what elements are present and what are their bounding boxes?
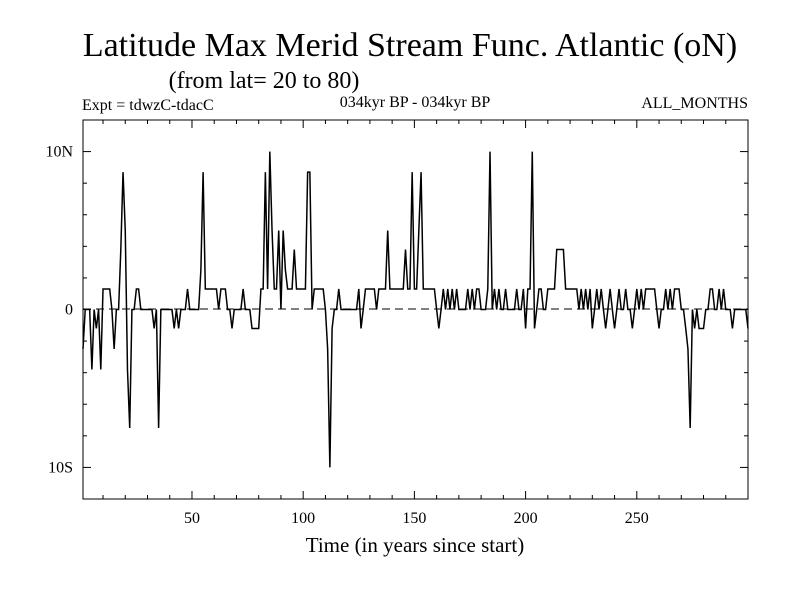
- experiment-label: Expt = tdwzC-tdacC: [82, 97, 214, 114]
- y-tick-label: 10S: [48, 459, 73, 476]
- y-axis-ticks: 10N 0 10S: [45, 144, 748, 476]
- months-label: ALL_MONTHS: [641, 95, 748, 112]
- y-tick-label: 10N: [45, 144, 73, 161]
- chart-title: Latitude Max Merid Stream Func. Atlantic…: [83, 27, 737, 64]
- chart-subtitle: (from lat= 20 to 80): [169, 68, 360, 94]
- period-label: 034kyr BP - 034kyr BP: [340, 94, 491, 111]
- x-axis-label: Time (in years since start): [306, 533, 525, 557]
- x-tick-label: 150: [402, 510, 426, 527]
- x-tick-label: 50: [184, 510, 200, 527]
- plot-frame: [82, 119, 749, 500]
- series-line: [82, 151, 749, 468]
- x-axis-ticks: 50 100 150 200 250: [102, 120, 727, 527]
- x-tick-label: 250: [625, 510, 649, 527]
- x-tick-label: 200: [514, 510, 538, 527]
- x-tick-label: 100: [291, 510, 315, 527]
- y-tick-label: 0: [65, 302, 73, 319]
